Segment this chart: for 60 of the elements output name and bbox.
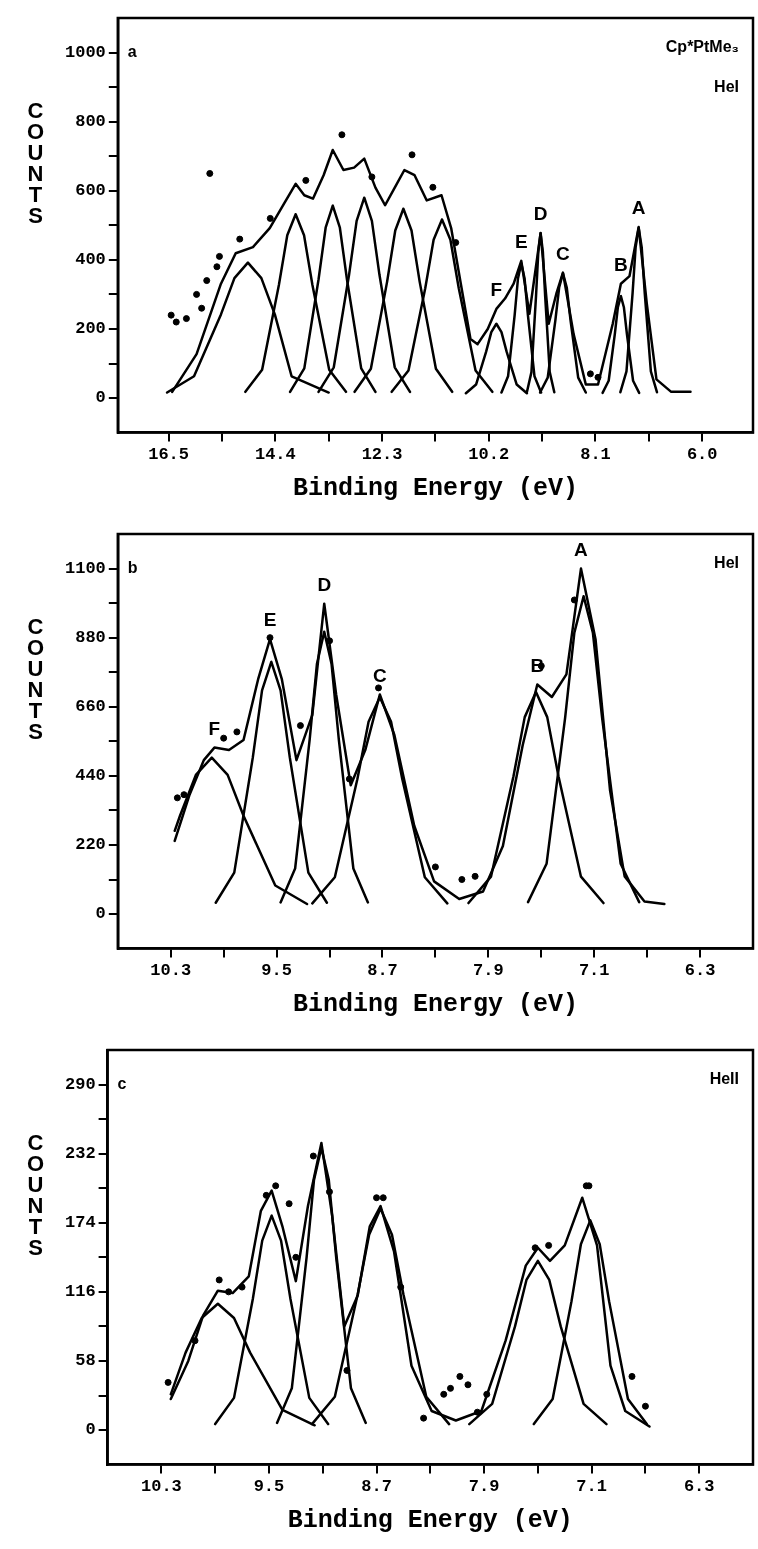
y-tick-label: 220 bbox=[75, 835, 106, 855]
annotation: C bbox=[556, 242, 571, 264]
x-tick-label: 7.1 bbox=[578, 961, 610, 981]
annotation: Cp*PtMe₃ bbox=[665, 38, 739, 56]
y-tick-label: 1100 bbox=[64, 558, 106, 578]
annotation: c bbox=[117, 1074, 127, 1092]
annotation: a bbox=[127, 42, 137, 60]
x-axis-title: Binding Energy (eV) bbox=[292, 474, 578, 504]
y-axis-title: COUNTS bbox=[22, 98, 48, 224]
x-tick-label: 10.3 bbox=[150, 961, 192, 981]
annotation: F bbox=[490, 279, 503, 301]
x-tick-label: 7.9 bbox=[468, 1477, 500, 1497]
x-tick-label: 9.5 bbox=[261, 961, 292, 981]
x-tick-label: 6.0 bbox=[686, 445, 718, 465]
x-tick-label: 6.3 bbox=[683, 1477, 715, 1497]
x-tick-label: 16.5 bbox=[148, 445, 190, 465]
y-tick-label: 660 bbox=[75, 697, 106, 717]
x-tick-label: 8.7 bbox=[367, 961, 398, 981]
y-tick-label: 174 bbox=[65, 1213, 96, 1233]
y-axis-title: COUNTS bbox=[22, 1130, 48, 1256]
annotation: b bbox=[127, 558, 138, 576]
x-tick-label: 8.7 bbox=[361, 1477, 392, 1497]
y-tick-label: 116 bbox=[65, 1282, 96, 1302]
x-tick-label: 9.5 bbox=[253, 1477, 285, 1497]
annotation: HeII bbox=[709, 1070, 739, 1088]
x-tick-label: 10.2 bbox=[468, 445, 510, 465]
annotation: E bbox=[514, 231, 528, 253]
y-tick-label: 400 bbox=[75, 250, 106, 270]
annotation: F bbox=[208, 717, 221, 739]
annotation: A bbox=[631, 197, 646, 219]
annotation: D bbox=[317, 573, 332, 595]
x-axis-title: Binding Energy (eV) bbox=[287, 1506, 573, 1536]
x-tick-label: 7.1 bbox=[576, 1477, 607, 1497]
y-tick-label: 232 bbox=[65, 1143, 96, 1163]
annotation: A bbox=[574, 538, 589, 560]
y-tick-label: 1000 bbox=[64, 42, 106, 62]
y-tick-label: 0 bbox=[85, 1420, 96, 1440]
y-tick-label: 58 bbox=[75, 1351, 96, 1371]
y-tick-label: 0 bbox=[95, 904, 106, 924]
x-tick-label: 14.4 bbox=[254, 445, 296, 465]
annotation: E bbox=[263, 609, 277, 631]
annotation: D bbox=[533, 203, 548, 225]
annotation: HeI bbox=[714, 78, 739, 96]
x-tick-label: 8.1 bbox=[580, 445, 611, 465]
x-tick-label: 6.3 bbox=[684, 961, 716, 981]
y-tick-label: 600 bbox=[75, 181, 106, 201]
y-tick-label: 800 bbox=[75, 111, 106, 131]
x-tick-label: 7.9 bbox=[473, 961, 504, 981]
y-tick-label: 440 bbox=[75, 766, 106, 786]
y-tick-label: 0 bbox=[95, 388, 106, 408]
x-axis-title: Binding Energy (eV) bbox=[292, 990, 578, 1020]
annotation: HeI bbox=[714, 554, 739, 572]
y-tick-label: 200 bbox=[75, 319, 106, 339]
y-axis-title: COUNTS bbox=[22, 614, 48, 740]
x-tick-label: 12.3 bbox=[361, 445, 403, 465]
x-tick-label: 10.3 bbox=[140, 1477, 182, 1497]
y-tick-label: 880 bbox=[75, 627, 106, 647]
annotation: B bbox=[614, 253, 628, 275]
y-tick-label: 290 bbox=[65, 1074, 96, 1094]
annotation: C bbox=[372, 664, 387, 686]
